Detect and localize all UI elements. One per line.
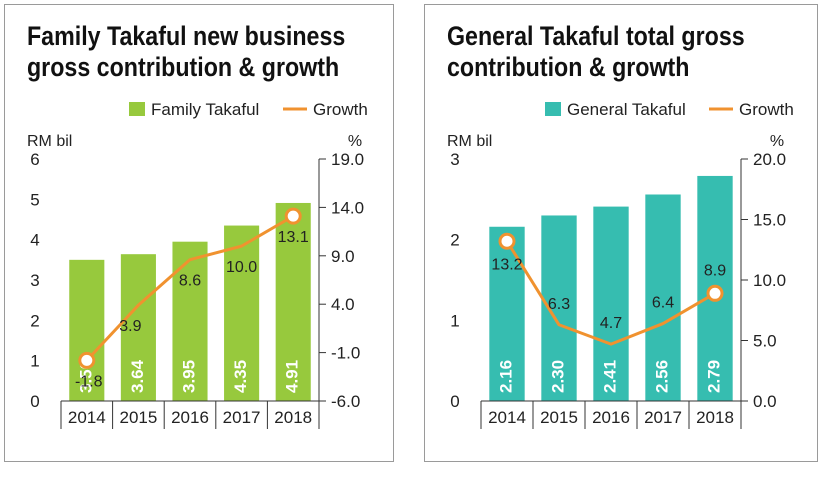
legend-bar-swatch	[545, 102, 561, 116]
y-axis-left-tick: 5	[30, 190, 39, 209]
growth-marker	[706, 284, 724, 302]
legend-line-label: Growth	[739, 100, 794, 119]
x-axis-tick: 2014	[68, 408, 106, 427]
y-axis-right-tick: -1.0	[331, 344, 360, 363]
family-takaful-chart: Family Takaful Growth RM bil % 0 1 2 3 4 5 6 -6.0 -1…	[27, 100, 368, 429]
bar-value-label: 2.41	[600, 360, 619, 393]
bar	[489, 226, 525, 401]
y-axis-right-title: %	[348, 133, 362, 150]
legend-bar-swatch	[129, 102, 145, 116]
y-axis-left-title: RM bil	[447, 133, 492, 150]
y-axis-left-tick: 0	[30, 392, 39, 411]
growth-marker	[284, 207, 302, 225]
growth-line	[85, 214, 294, 362]
x-axis-tick: 2016	[171, 408, 209, 427]
chart-title-line-2: gross contribution & growth	[27, 52, 340, 82]
chart-title: General Takaful total gross contribution…	[447, 21, 745, 83]
growth-value-label: 8.6	[179, 273, 201, 290]
y-axis-right-tick: 9.0	[331, 247, 355, 266]
growth-value-label: 6.3	[548, 296, 570, 313]
bar-value-label: 2.79	[704, 360, 723, 393]
y-axis-right-tick: 15.0	[753, 211, 786, 230]
legend-line-label: Growth	[313, 100, 368, 119]
y-axis-left-tick: 0	[450, 392, 459, 411]
y-axis-right-tick: 19.0	[331, 150, 364, 169]
bar	[275, 202, 311, 401]
y-axis-left-tick: 4	[30, 231, 39, 250]
y-axis-left-tick: 6	[30, 150, 39, 169]
growth-line	[505, 240, 716, 346]
family-takaful-chart-panel: Family Takaful new business gross contri…	[4, 4, 394, 462]
chart-title-line-1: Family Takaful new business	[27, 21, 346, 51]
y-axis-right-tick: 10.0	[753, 271, 786, 290]
y-axis-right-title: %	[770, 133, 784, 150]
y-axis-left-title: RM bil	[27, 133, 72, 150]
bar-value-label: 3.95	[179, 360, 198, 393]
bar-value-label: 3.50	[76, 360, 95, 393]
general-takaful-chart: General Takaful Growth RM bil % 0 1 2 3 0.0 5.0 10…	[447, 100, 794, 429]
growth-value-label: 8.9	[704, 262, 726, 279]
bar	[593, 206, 629, 401]
x-axis-tick: 2018	[696, 408, 734, 427]
y-axis-right-tick: 5.0	[753, 332, 777, 351]
bar-value-label: 4.35	[231, 360, 250, 393]
x-axis-tick: 2018	[274, 408, 312, 427]
bar	[120, 254, 156, 401]
x-axis-tick: 2016	[592, 408, 630, 427]
y-axis-right-tick: 4.0	[331, 295, 355, 314]
growth-value-label: 4.7	[600, 315, 622, 332]
growth-marker	[78, 351, 96, 369]
y-axis-right-tick: -6.0	[331, 392, 360, 411]
growth-marker	[498, 232, 516, 250]
bar-value-label: 3.64	[128, 359, 147, 393]
bar-value-label: 2.16	[496, 360, 515, 393]
bar	[69, 259, 105, 401]
legend-bar-label: General Takaful	[567, 100, 686, 119]
y-axis-right-tick: 14.0	[331, 198, 364, 217]
y-axis-left-tick: 1	[450, 311, 459, 330]
growth-value-label: -1.8	[75, 373, 103, 390]
y-axis-left-tick: 2	[30, 311, 39, 330]
bar	[224, 225, 260, 401]
bar-value-label: 2.56	[652, 360, 671, 393]
x-axis-tick: 2017	[223, 408, 261, 427]
growth-value-label: 6.4	[652, 295, 674, 312]
y-axis-right-tick: 20.0	[753, 150, 786, 169]
x-axis-tick: 2015	[540, 408, 578, 427]
y-axis-left-tick: 2	[450, 231, 459, 250]
chart-title-line-1: General Takaful total gross	[447, 21, 745, 51]
bar	[645, 194, 681, 401]
chart-title-line-2: contribution & growth	[447, 52, 690, 82]
legend-bar-label: Family Takaful	[151, 100, 259, 119]
growth-value-label: 13.2	[491, 256, 522, 273]
bar-value-label: 4.91	[283, 360, 302, 393]
growth-value-label: 3.9	[119, 318, 141, 335]
chart-title: Family Takaful new business gross contri…	[27, 21, 345, 83]
growth-value-label: 10.0	[226, 259, 257, 276]
y-axis-left-tick: 1	[30, 352, 39, 371]
y-axis-right-tick: 0.0	[753, 392, 777, 411]
y-axis-left-tick: 3	[450, 150, 459, 169]
growth-value-label: 13.1	[278, 229, 309, 246]
x-axis-tick: 2017	[644, 408, 682, 427]
x-axis-tick: 2014	[488, 408, 526, 427]
general-takaful-chart-panel: General Takaful total gross contribution…	[424, 4, 818, 462]
bar-value-label: 2.30	[548, 360, 567, 393]
x-axis-tick: 2015	[119, 408, 157, 427]
y-axis-left-tick: 3	[30, 271, 39, 290]
